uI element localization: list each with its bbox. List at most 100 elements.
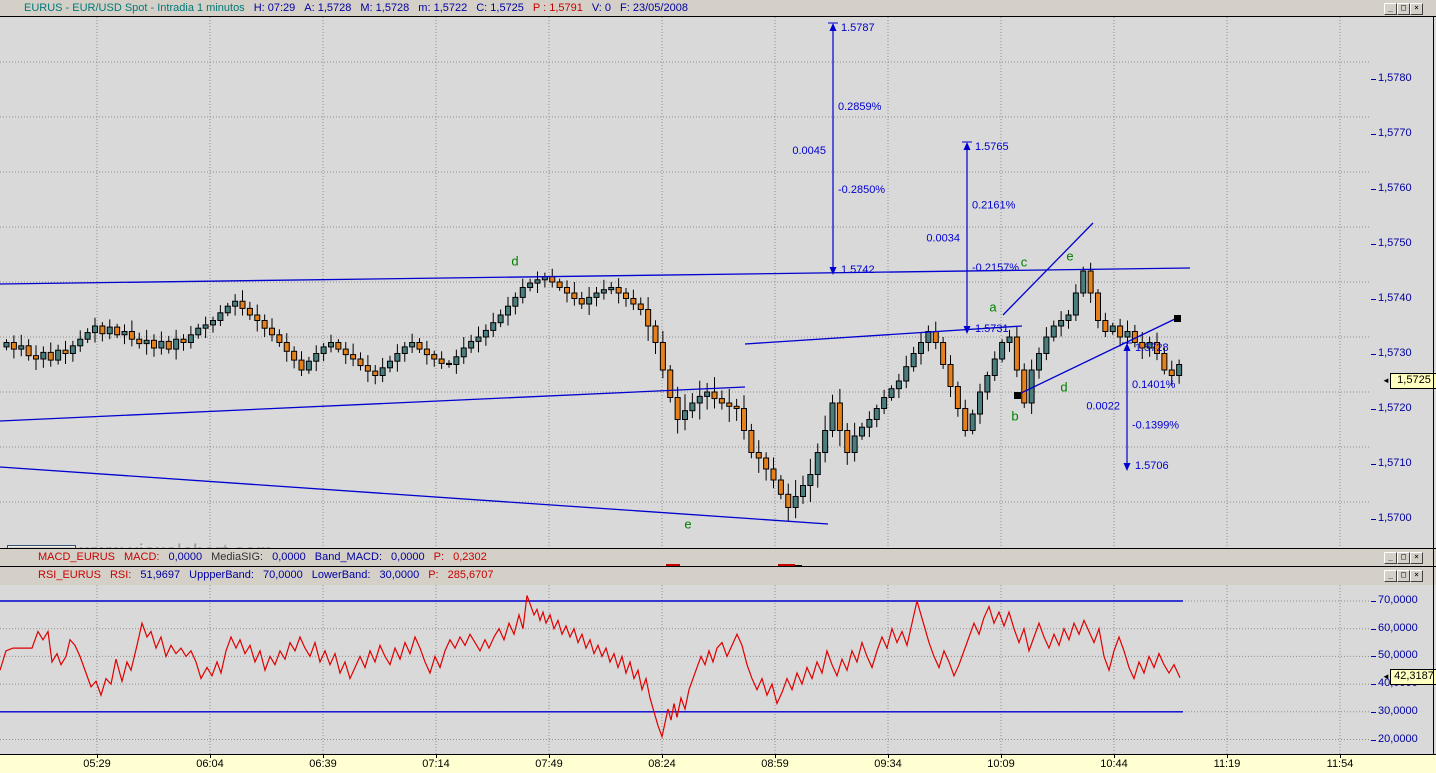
time-axis[interactable]: 05:29 06:04 06:39 07:14 07:49 08:24 08:59 09:34… xyxy=(0,754,1436,773)
minimize-icon[interactable]: _ xyxy=(1384,3,1397,15)
macd-field-7: P: xyxy=(433,551,445,563)
macd-field-1: MACD: xyxy=(124,551,160,563)
rsi-current-box: 42,3187 xyxy=(1390,669,1436,685)
trendline-2[interactable] xyxy=(0,466,829,525)
macd-field-0: MACD_EURUS xyxy=(38,551,116,563)
rsi-tick xyxy=(1371,656,1376,658)
rsi-field-6: 30,0000 xyxy=(379,569,420,581)
rsi-tick xyxy=(1371,601,1376,602)
main-gridlines xyxy=(0,17,1370,548)
rsi-tick xyxy=(1371,711,1376,713)
rsi-legend: RSI_EURUS RSI: 51,9697 UppperBand: 70,0000 Lo… xyxy=(38,567,503,584)
close-icon[interactable]: × xyxy=(1410,570,1423,582)
measure-label: 0.2859% xyxy=(838,101,882,113)
current-price-arrow-icon: ◄ xyxy=(1382,376,1390,385)
restore-icon[interactable]: □ xyxy=(1397,570,1410,582)
price-tick xyxy=(1371,79,1376,80)
rsi-field-4: 70,0000 xyxy=(262,569,303,581)
measure-label: 1.5731 xyxy=(975,323,1009,335)
price-axis-label: 1,5770 xyxy=(1378,127,1412,139)
price-axis-label: 1,5760 xyxy=(1378,182,1412,194)
time-tick xyxy=(436,755,437,758)
time-tick xyxy=(1001,755,1002,758)
trendlines[interactable] xyxy=(0,222,1191,525)
minimize-icon[interactable]: _ xyxy=(1384,570,1397,582)
close-icon[interactable]: × xyxy=(1410,3,1423,15)
time-tick xyxy=(1227,755,1228,758)
wave-labels: d e a b c e d xyxy=(511,248,1073,531)
chart-titlebar: EURUS - EUR/USD Spot - Intradia 1 minuto… xyxy=(0,0,1436,17)
time-tick xyxy=(662,755,663,758)
wave-label-c: c xyxy=(1021,254,1028,269)
main-chart-panel: 1.5787 0.2859% 0.0045 -0.2850% 1.5742 1.5765 0… xyxy=(0,17,1436,561)
wave-label-d: d xyxy=(1060,379,1067,394)
close-icon[interactable]: × xyxy=(1410,552,1423,564)
trendline-0[interactable] xyxy=(0,267,1191,285)
measure-label: 1.5742 xyxy=(841,264,875,276)
title-field-4: m: 1,5722 xyxy=(418,2,468,14)
rsi-axis-label: 70,0000 xyxy=(1378,594,1418,606)
rsi-field-0: RSI_EURUS xyxy=(38,569,101,581)
trendline-handle[interactable] xyxy=(1174,315,1181,322)
macd-line-fragment xyxy=(778,564,795,566)
macd-field-6: 0,0000 xyxy=(391,551,425,563)
time-tick xyxy=(97,755,98,758)
measure-label: -0.1399% xyxy=(1132,420,1179,432)
rsi-tick xyxy=(1371,684,1376,686)
window-controls: _ □ × xyxy=(1384,3,1424,15)
trendline-3[interactable] xyxy=(744,325,1023,345)
rsi-panel xyxy=(0,585,1436,754)
restore-icon[interactable]: □ xyxy=(1397,3,1410,15)
price-tick xyxy=(1371,354,1376,355)
measure-label: 1.5706 xyxy=(1135,460,1169,472)
rsi-axis-label: 50,0000 xyxy=(1378,649,1418,662)
trendline-1[interactable] xyxy=(0,386,746,422)
time-tick xyxy=(210,755,211,758)
wave-label-a: a xyxy=(989,299,997,314)
title-field-7: V: 0 xyxy=(591,2,612,14)
title-field-3: M: 1,5728 xyxy=(360,2,410,14)
price-tick xyxy=(1371,189,1376,190)
price-tick xyxy=(1371,409,1376,410)
trendline-4[interactable] xyxy=(1002,222,1094,316)
time-tick xyxy=(775,755,776,758)
rsi-axis-label: 20,0000 xyxy=(1378,732,1418,745)
rsi-tick xyxy=(1371,628,1376,630)
time-axis-label: 10:44 xyxy=(1100,758,1128,770)
price-axis-label: 1,5700 xyxy=(1378,512,1412,524)
panel-right-border xyxy=(1433,17,1434,754)
measure-label: 0.1401% xyxy=(1132,379,1176,391)
minimize-icon[interactable]: _ xyxy=(1384,552,1397,564)
measure-label: 1.5765 xyxy=(975,141,1009,153)
wave-label-d: d xyxy=(511,253,518,268)
time-axis-label: 07:49 xyxy=(535,758,563,770)
restore-icon[interactable]: □ xyxy=(1397,552,1410,564)
macd-field-2: 0,0000 xyxy=(168,551,203,563)
rsi-tick xyxy=(1371,739,1376,741)
time-axis-label: 06:04 xyxy=(196,758,224,770)
price-tick xyxy=(1371,519,1376,520)
price-axis-label: 1,5730 xyxy=(1378,347,1412,359)
rsi-window-controls: _ □ × xyxy=(1384,570,1424,582)
time-tick xyxy=(1114,755,1115,758)
price-tick xyxy=(1371,464,1376,465)
title-field-0: EURUS - EUR/USD Spot - Intradia 1 minuto… xyxy=(24,2,245,14)
wave-label-e: e xyxy=(684,516,691,531)
measure-annotations[interactable]: 1.5787 0.2859% 0.0045 -0.2850% 1.5742 1.5765 0… xyxy=(792,22,1179,472)
trendline-5[interactable] xyxy=(1016,317,1178,396)
rsi-axis-label: 60,0000 xyxy=(1378,621,1418,634)
title-field-1: H: 07:29 xyxy=(253,2,296,14)
time-axis-label: 08:24 xyxy=(648,758,676,770)
time-axis-label: 09:34 xyxy=(874,758,902,770)
time-axis-label: 10:09 xyxy=(987,758,1015,770)
trendline-handle[interactable] xyxy=(1014,392,1021,399)
time-axis-label: 06:39 xyxy=(309,758,337,770)
title-field-8: F: 23/05/2008 xyxy=(620,2,688,14)
time-tick xyxy=(1340,755,1341,758)
macd-panel-header: MACD_EURUS MACD: 0,0000 MediaSIG: 0,0000 Band… xyxy=(0,548,1436,567)
time-axis-label: 07:14 xyxy=(422,758,450,770)
macd-field-8: 0,2302 xyxy=(453,551,487,563)
main-chart-canvas: 1.5787 0.2859% 0.0045 -0.2850% 1.5742 1.5765 0… xyxy=(0,17,1436,548)
rsi-line xyxy=(0,595,1181,739)
measure-label: 0.0034 xyxy=(926,233,960,245)
